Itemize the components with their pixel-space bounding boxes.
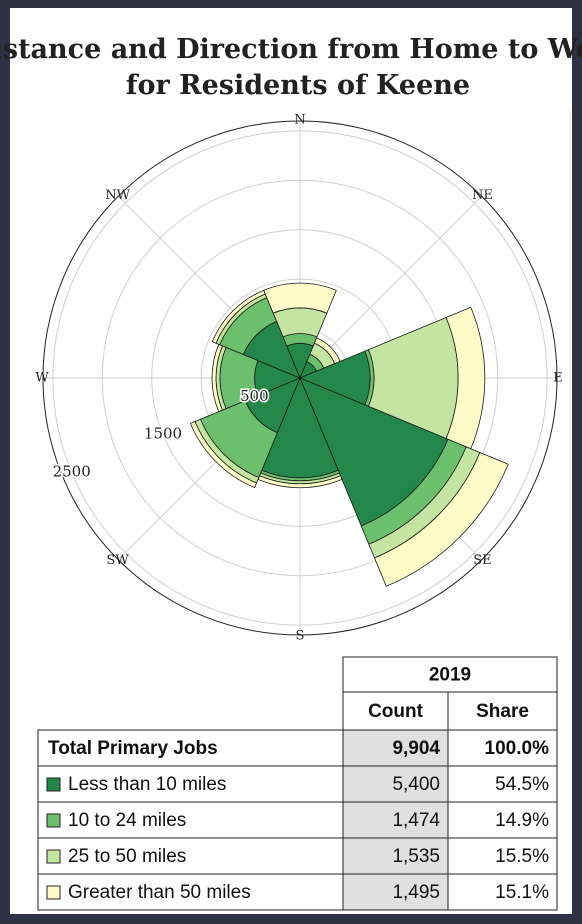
row-label: 10 to 24 miles — [68, 810, 186, 831]
column-header: Count — [368, 701, 424, 722]
count-cell: 1,474 — [392, 810, 440, 831]
table-cell — [342, 837, 449, 875]
legend-swatch — [46, 777, 61, 792]
grid-ring — [101, 179, 499, 577]
column-header: Share — [476, 701, 529, 722]
outer-ring — [42, 120, 558, 636]
legend-swatch — [46, 885, 61, 900]
table-cell — [447, 873, 558, 911]
direction-label: E — [553, 371, 563, 386]
radial-tick-label: 500 — [240, 387, 269, 405]
share-cell: 54.5% — [495, 774, 549, 795]
radial-tick-label: 2500 — [53, 463, 91, 481]
table-cell — [37, 873, 344, 911]
grid-ring — [52, 130, 548, 626]
radial-tick-label: 1500 — [144, 425, 182, 443]
row-label: 25 to 50 miles — [68, 846, 186, 867]
legend-swatch — [46, 813, 61, 828]
share-cell: 14.9% — [495, 810, 549, 831]
count-cell: 1,535 — [392, 846, 440, 867]
row-label: Total Primary Jobs — [48, 738, 218, 759]
wedge-segment — [211, 289, 266, 344]
wedge-segment — [189, 420, 258, 489]
table-cell — [37, 801, 344, 839]
count-cell: 5,400 — [392, 774, 440, 795]
legend-swatch — [46, 849, 61, 864]
chart-title: Distance and Direction from Home to Work… — [0, 34, 582, 101]
direction-label: W — [35, 371, 49, 386]
count-cell: 9,904 — [392, 738, 440, 759]
direction-label: SE — [473, 553, 491, 568]
direction-label: NE — [472, 188, 493, 203]
wedge-segment — [263, 282, 337, 314]
wedge-segment — [373, 451, 509, 587]
table-year: 2019 — [429, 665, 471, 686]
direction-label: S — [296, 629, 305, 644]
direction-label: NW — [105, 188, 130, 203]
count-cell: 1,495 — [392, 882, 440, 903]
direction-label: SW — [106, 553, 129, 568]
table-cell — [447, 729, 558, 767]
table-cell — [447, 837, 558, 875]
share-cell: 15.1% — [495, 882, 549, 903]
share-cell: 100.0% — [485, 738, 550, 759]
table-cell — [37, 837, 344, 875]
table-cell — [342, 765, 449, 803]
row-label: Less than 10 miles — [68, 774, 226, 795]
table-cell — [37, 729, 344, 767]
table-cell — [342, 656, 558, 693]
table-cell — [37, 765, 344, 803]
direction-label: N — [294, 113, 305, 128]
row-label: Greater than 50 miles — [68, 882, 251, 903]
share-cell: 15.5% — [495, 846, 549, 867]
